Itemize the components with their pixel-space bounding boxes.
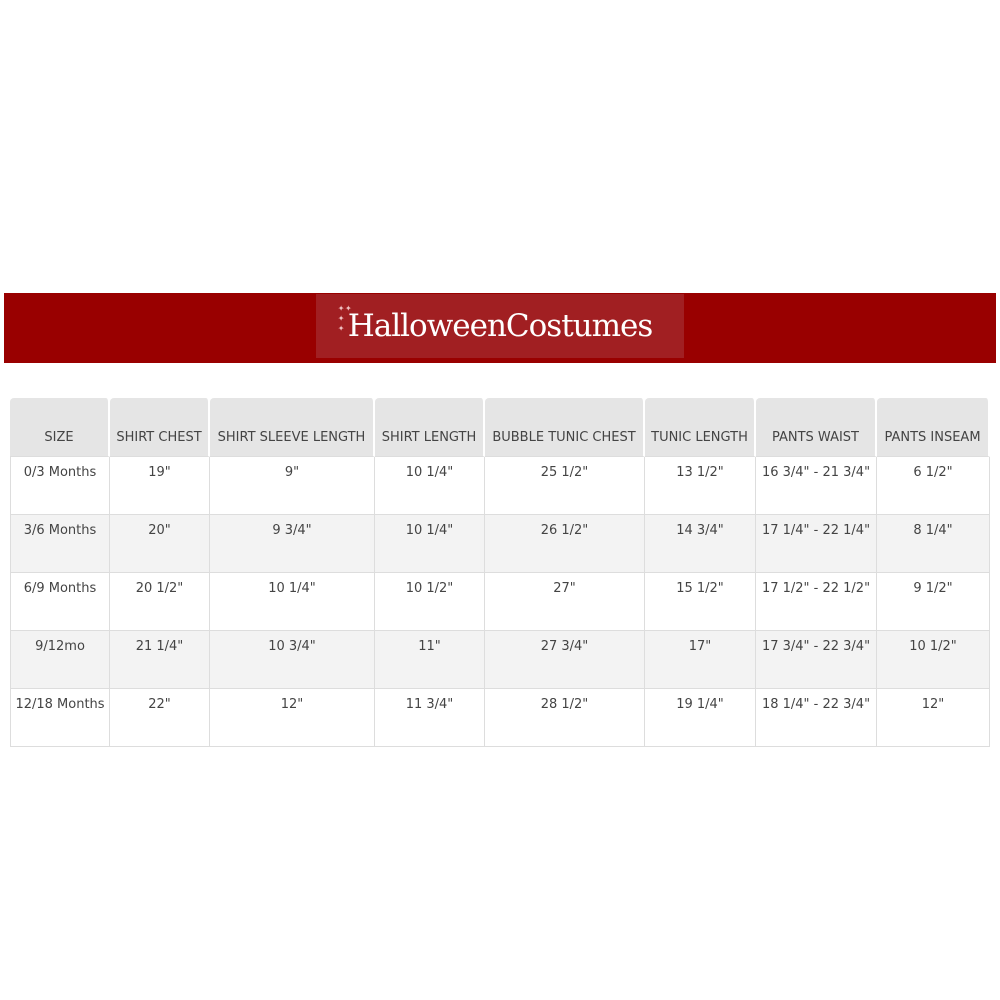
measurement-cell: 17" — [645, 631, 756, 689]
measurement-cell: 14 3/4" — [645, 515, 756, 573]
size-cell: 0/3 Months — [10, 457, 110, 515]
stars-icon: ✦ ✦ ✦ ✦ — [337, 304, 352, 333]
size-chart-table: SIZE SHIRT CHEST SHIRT SLEEVE LENGTH SHIRT … — [10, 398, 990, 747]
measurement-cell: 11" — [375, 631, 485, 689]
logo-text: ✦ ✦ ✦ ✦ HalloweenCostumes — [338, 304, 654, 344]
measurement-cell: 19 1/4" — [645, 689, 756, 747]
measurement-cell: 22" — [110, 689, 210, 747]
column-header: SHIRT CHEST — [110, 398, 210, 457]
size-cell: 3/6 Months — [10, 515, 110, 573]
measurement-cell: 11 3/4" — [375, 689, 485, 747]
measurement-cell: 15 1/2" — [645, 573, 756, 631]
column-header: SHIRT LENGTH — [375, 398, 485, 457]
measurement-cell: 27 3/4" — [485, 631, 645, 689]
measurement-cell: 9 3/4" — [210, 515, 375, 573]
table-row: 12/18 Months 22" 12" 11 3/4" 28 1/2" 19 1/4" 1… — [10, 689, 990, 747]
measurement-cell: 9 1/2" — [877, 573, 990, 631]
measurement-cell: 8 1/4" — [877, 515, 990, 573]
column-header: TUNIC LENGTH — [645, 398, 756, 457]
table-row: 0/3 Months 19" 9" 10 1/4" 25 1/2" 13 1/2" 16 3… — [10, 457, 990, 515]
measurement-cell: 28 1/2" — [485, 689, 645, 747]
measurement-cell: 10 1/2" — [877, 631, 990, 689]
measurement-cell: 18 1/4" - 22 3/4" — [756, 689, 877, 747]
column-header: PANTS WAIST — [756, 398, 877, 457]
measurement-cell: 25 1/2" — [485, 457, 645, 515]
logo: ✦ ✦ ✦ ✦ HalloweenCostumes — [316, 294, 684, 358]
measurement-cell: 12" — [210, 689, 375, 747]
column-header: BUBBLE TUNIC CHEST — [485, 398, 645, 457]
measurement-cell: 10 1/4" — [210, 573, 375, 631]
measurement-cell: 13 1/2" — [645, 457, 756, 515]
measurement-cell: 17 1/2" - 22 1/2" — [756, 573, 877, 631]
measurement-cell: 16 3/4" - 21 3/4" — [756, 457, 877, 515]
measurement-cell: 27" — [485, 573, 645, 631]
measurement-cell: 17 3/4" - 22 3/4" — [756, 631, 877, 689]
measurement-cell: 10 1/4" — [375, 515, 485, 573]
table-row: 9/12mo 21 1/4" 10 3/4" 11" 27 3/4" 17" 17 3/4"… — [10, 631, 990, 689]
size-cell: 6/9 Months — [10, 573, 110, 631]
measurement-cell: 20" — [110, 515, 210, 573]
size-cell: 9/12mo — [10, 631, 110, 689]
header-row: SIZE SHIRT CHEST SHIRT SLEEVE LENGTH SHIRT … — [10, 398, 990, 457]
column-header: PANTS INSEAM — [877, 398, 990, 457]
column-header: SIZE — [10, 398, 110, 457]
measurement-cell: 26 1/2" — [485, 515, 645, 573]
logo-label: HalloweenCostumes — [347, 308, 654, 344]
measurement-cell: 9" — [210, 457, 375, 515]
measurement-cell: 19" — [110, 457, 210, 515]
measurement-cell: 10 1/2" — [375, 573, 485, 631]
measurement-cell: 10 1/4" — [375, 457, 485, 515]
measurement-cell: 10 3/4" — [210, 631, 375, 689]
measurement-cell: 21 1/4" — [110, 631, 210, 689]
measurement-cell: 17 1/4" - 22 1/4" — [756, 515, 877, 573]
table-row: 3/6 Months 20" 9 3/4" 10 1/4" 26 1/2" 14 3/4"… — [10, 515, 990, 573]
measurement-cell: 20 1/2" — [110, 573, 210, 631]
column-header: SHIRT SLEEVE LENGTH — [210, 398, 375, 457]
brand-banner: ✦ ✦ ✦ ✦ HalloweenCostumes — [4, 293, 996, 363]
measurement-cell: 12" — [877, 689, 990, 747]
measurement-cell: 6 1/2" — [877, 457, 990, 515]
size-cell: 12/18 Months — [10, 689, 110, 747]
table-row: 6/9 Months 20 1/2" 10 1/4" 10 1/2" 27" 15 1/2… — [10, 573, 990, 631]
